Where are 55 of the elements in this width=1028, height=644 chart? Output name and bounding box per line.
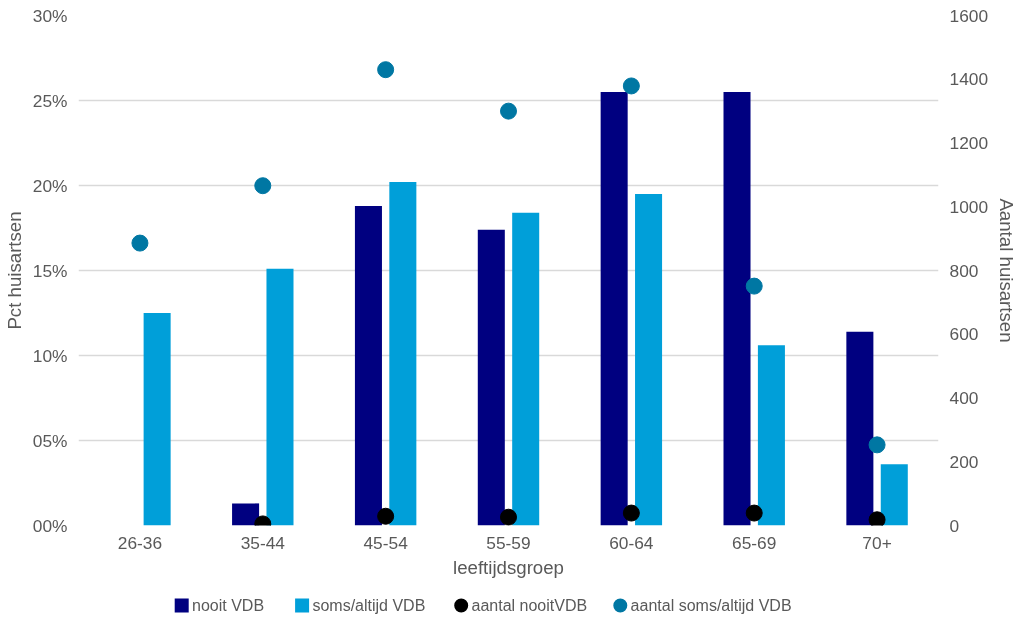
legend-label: aantal soms/altijd VDB [630,597,792,614]
bar [143,313,171,526]
y2-tick-label: 800 [949,260,979,281]
y-tick-label: 30% [32,5,68,26]
point [622,504,640,522]
bar [635,194,663,526]
point [868,436,886,454]
bar [757,345,785,526]
bar [266,268,294,526]
bar [232,503,260,526]
point [500,102,517,120]
point [500,508,517,526]
point [868,511,886,526]
bar [600,92,628,526]
x-tick-label: 26-36 [117,532,163,553]
bar [389,182,417,526]
legend-label: soms/altijd VDB [312,597,426,614]
y-tick-label: 25% [32,90,68,111]
point [377,507,395,525]
bar [846,331,874,526]
x-tick-label: 70+ [862,532,892,553]
point [131,234,149,252]
y-axis-title: Pct huisartsen [3,211,25,330]
point [745,277,763,295]
x-axis-title: leeftijdsgroep [453,556,564,578]
x-tick-label: 55-59 [486,532,531,553]
y-tick-label: 05% [32,430,68,451]
bar [354,205,382,526]
bar [723,92,751,526]
y2-tick-label: 200 [949,451,979,472]
bar [880,464,908,526]
legend-label: nooit VDB [192,597,265,614]
bar [512,212,540,526]
y2-tick-label: 1600 [949,5,989,26]
y2-tick-label: 0 [949,515,960,536]
x-tick-label: 65-69 [732,532,777,553]
legend-label: aantal nooitVDB [471,597,588,614]
y2-tick-label: 1200 [949,133,989,153]
y2-axis-title: Aantal huisartsen [996,198,1018,343]
point [745,504,763,522]
y-tick-label: 00% [32,515,68,536]
x-tick-label: 35-44 [240,532,286,553]
y-tick-label: 15% [32,260,68,281]
y2-tick-label: 600 [949,324,979,345]
y2-tick-label: 400 [949,388,979,408]
y-tick-label: 10% [32,345,68,366]
x-tick-label: 45-54 [363,532,409,553]
y2-tick-label: 1000 [949,196,989,217]
point [377,61,395,79]
bar [477,229,505,526]
point [622,77,640,95]
y2-tick-label: 1400 [949,69,989,90]
x-tick-label: 60-64 [609,532,654,553]
y-tick-label: 20% [32,175,68,196]
point [254,177,272,195]
